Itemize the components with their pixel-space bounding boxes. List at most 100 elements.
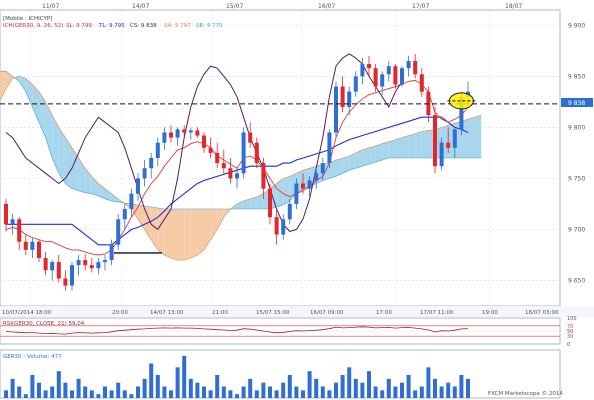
- volume-bar: [466, 378, 470, 398]
- kumo-segment: [217, 209, 224, 230]
- candle-body: [215, 152, 220, 164]
- volume-bar: [175, 367, 180, 398]
- kumo-segment: [0, 71, 6, 101]
- volume-bar: [426, 367, 431, 398]
- volume-bar: [248, 378, 253, 398]
- candle-body: [195, 130, 200, 136]
- candle-body: [175, 129, 180, 138]
- kumo-segment: [105, 188, 112, 201]
- candle-body: [23, 241, 28, 250]
- kumo-segment: [402, 135, 409, 158]
- kumo-segment: [408, 133, 416, 158]
- volume-bar: [37, 382, 41, 398]
- time-tick-label: 17:00: [376, 310, 392, 316]
- time-tick-label: 21:00: [212, 310, 228, 316]
- rsi-tick-label: 0: [567, 342, 570, 348]
- price-panel[interactable]: [Mobile : ICHICYP] ICH(GER30, 9, 26, 52)…: [0, 9, 593, 307]
- candle-body: [43, 258, 48, 271]
- rsi-tick-label: 70: [567, 324, 573, 330]
- candle-body: [373, 68, 378, 87]
- volume-bar: [221, 386, 226, 398]
- candle-body: [281, 219, 286, 235]
- candle-body: [122, 209, 127, 220]
- time-axis-bar: [0, 306, 594, 317]
- kumo-segment: [355, 149, 363, 169]
- volume-bar: [182, 355, 187, 398]
- volume-bar: [4, 390, 8, 398]
- volume-bar: [452, 386, 457, 398]
- kumo-segment: [210, 209, 218, 240]
- volume-bar: [307, 371, 312, 398]
- kumo-segment: [283, 176, 290, 205]
- price-tick-label: 9 850: [568, 73, 585, 80]
- top-date-label: 18/07: [505, 3, 522, 10]
- price-tick-label: 9 700: [568, 226, 585, 233]
- candle-body: [327, 132, 332, 164]
- candle-body: [182, 129, 187, 133]
- candle-body: [149, 158, 154, 169]
- candle-body: [129, 193, 134, 210]
- volume-bar: [419, 386, 424, 398]
- volume-bar: [301, 390, 305, 398]
- volume-bar: [23, 394, 28, 398]
- volume-bar: [439, 386, 444, 398]
- candle-body: [248, 132, 253, 143]
- volume-bar: [116, 382, 121, 398]
- volume-bar: [56, 371, 61, 398]
- watermark: FXCM Marketscope © 2014: [488, 390, 563, 397]
- legend-tl: TL: 9 795: [98, 23, 125, 29]
- legend-series-label: ICH(GER30, 9, 26, 52): [3, 23, 63, 29]
- volume-bar: [459, 375, 464, 398]
- kumo-segment: [250, 196, 257, 210]
- candle-body: [208, 147, 213, 153]
- candle-body: [274, 217, 279, 235]
- candle-body: [452, 129, 457, 148]
- tenkan-line: [5, 79, 469, 256]
- price-tick-label: 9 900: [568, 22, 585, 29]
- candle-body: [30, 241, 35, 250]
- price-axis: 9 650 9 700 9 750 9 800 9 850 9 900: [568, 22, 585, 284]
- volume-panel[interactable]: GER30 - Volume: 477 FXCM Marketscope © 2…: [0, 349, 563, 399]
- volume-bar: [446, 382, 451, 398]
- kumo-segment: [276, 178, 284, 207]
- kumo-segment: [72, 147, 79, 191]
- volume-bar: [400, 382, 404, 398]
- volume-bar: [373, 386, 378, 398]
- volume-bar: [202, 386, 206, 398]
- volume-bar: [287, 375, 292, 398]
- time-tick-label: 15/07 15:00: [256, 310, 290, 316]
- kumo-segment: [256, 193, 264, 210]
- indicator-legend: [Mobile : ICHICYP] ICH(GER30, 9, 26, 52)…: [3, 16, 223, 29]
- rsi-label: RSI(GER30, CLOSE, 21) 59,04: [3, 321, 85, 327]
- volume-bar: [129, 394, 134, 398]
- volume-bar: [320, 386, 325, 398]
- legend-sl: SL: 9 799: [66, 23, 92, 29]
- volume-bar: [406, 375, 411, 398]
- kumo-segment: [52, 115, 59, 174]
- candle-body: [360, 64, 365, 77]
- candle-body: [353, 76, 358, 92]
- candle-body: [202, 135, 206, 148]
- ichimoku-cloud: [0, 71, 482, 261]
- top-date-label: 14/07: [132, 3, 149, 10]
- candle-body: [96, 262, 101, 269]
- kumo-segment: [474, 115, 482, 158]
- kumo-segment: [382, 141, 389, 161]
- candle-body: [433, 115, 437, 167]
- kumo-segment: [184, 209, 191, 261]
- candle-body: [56, 262, 61, 279]
- kumo-segment: [19, 76, 26, 92]
- candle-body: [459, 96, 464, 130]
- volume-bar: [122, 390, 127, 398]
- time-tick-label: 16/07 09:00: [310, 310, 344, 316]
- candle-body: [393, 66, 398, 85]
- volume-bar: [254, 390, 259, 398]
- kumo-segment: [157, 208, 165, 255]
- candle-body: [241, 132, 246, 174]
- candle-body: [307, 180, 312, 189]
- candle-body: [439, 142, 444, 167]
- kumo-segment: [164, 209, 171, 259]
- candle-body: [10, 219, 15, 225]
- candle-body: [142, 168, 147, 179]
